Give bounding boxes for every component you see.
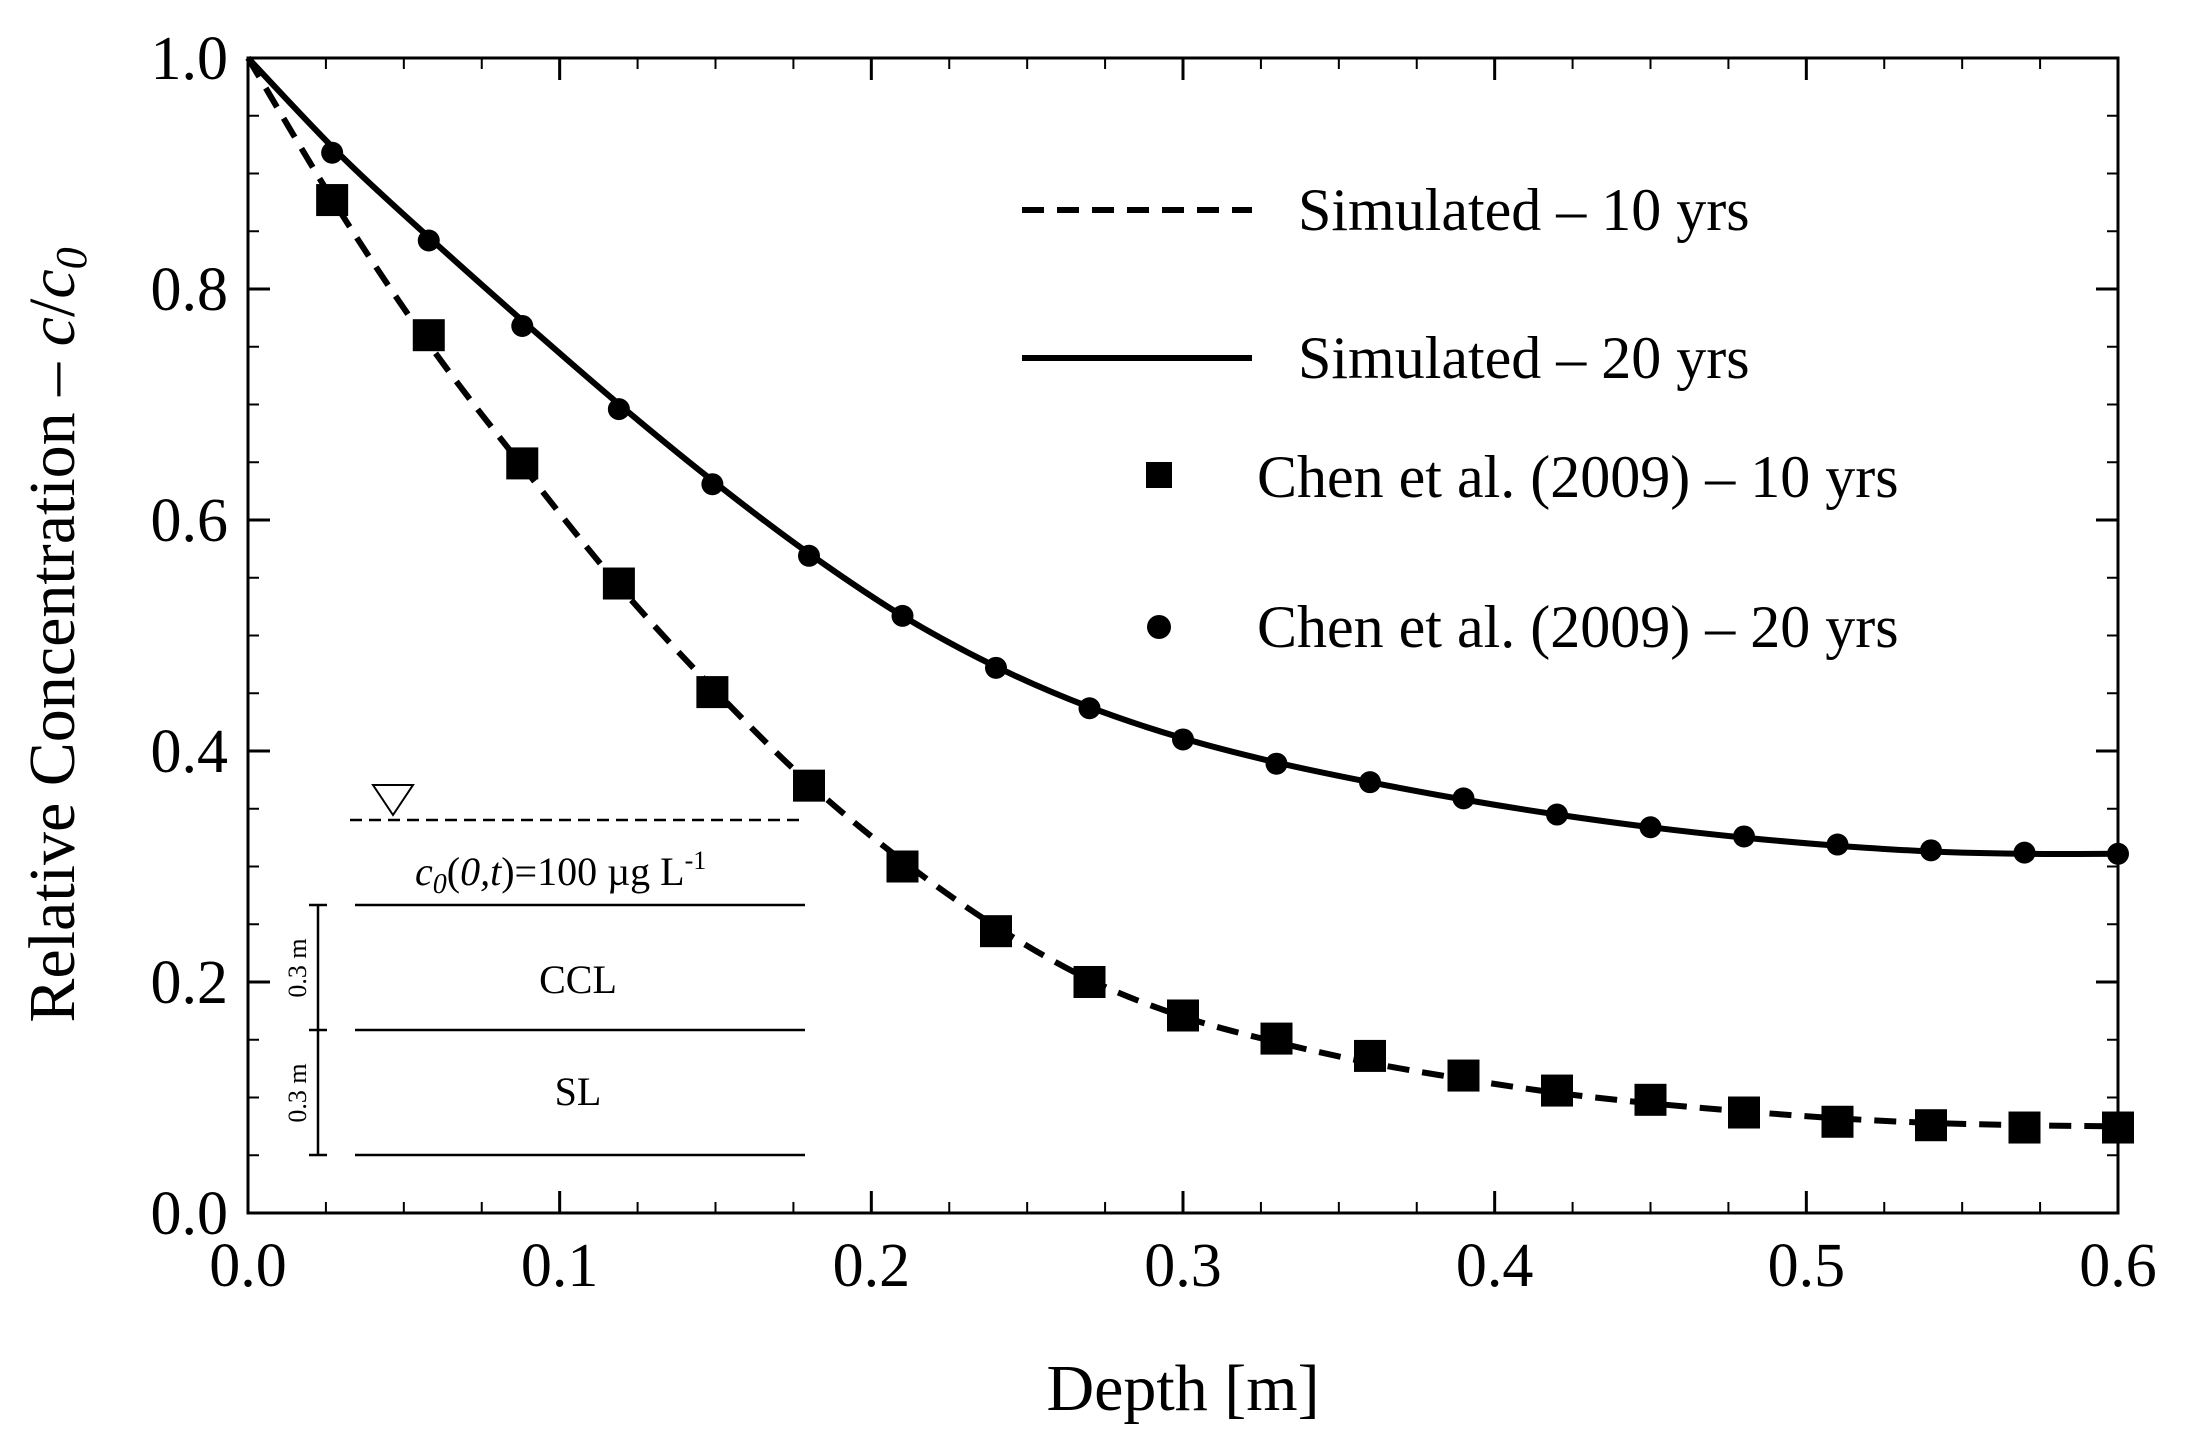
x-tick-label: 0.3 [1144, 1232, 1222, 1300]
axis-ticks [246, 56, 2120, 1215]
square-point [1167, 999, 1199, 1032]
circle-point [798, 544, 820, 567]
y-tick-label: 0.0 [151, 1180, 229, 1248]
circle-point [1172, 728, 1194, 751]
x-tick-label: 0.6 [2079, 1232, 2157, 1300]
y-axis-title-slash: / [16, 298, 89, 317]
y-tick-label: 0.6 [151, 487, 229, 555]
water-table-triangle [371, 784, 415, 817]
y-axis-title-c0-subscript: 0 [47, 247, 96, 269]
square-point [1728, 1096, 1760, 1129]
x-axis-title: Depth [m] [1046, 1352, 1319, 1425]
circle-point [1452, 787, 1475, 810]
inset-source-value: =100 µg L [515, 849, 685, 894]
square-point [886, 850, 919, 883]
legend-label-simulated-20: Simulated – 20 yrs [1298, 325, 1750, 391]
legend-swatch-chen-20 [1147, 615, 1171, 639]
x-tick-label: 0.1 [521, 1232, 599, 1300]
square-point [1541, 1074, 1573, 1107]
circle-point [1265, 752, 1288, 775]
square-point [1073, 966, 1106, 998]
inset-source-close: ) [501, 849, 514, 894]
inset-source-exp: -1 [685, 846, 707, 875]
circle-point [1546, 803, 1568, 826]
legend: Simulated – 10 yrs Simulated – 20 yrs Ch… [1022, 177, 1899, 660]
square-point [602, 567, 635, 600]
circle-point [511, 314, 534, 337]
x-tick-label: 0.2 [833, 1232, 911, 1300]
square-point [1447, 1059, 1480, 1092]
circle-point [1826, 833, 1849, 856]
y-tick-labels: 0.0 0.2 0.4 0.6 0.8 1.0 [151, 25, 229, 1248]
inset-source-c: c [415, 849, 433, 894]
x-tick-labels: 0.0 0.1 0.2 0.3 0.4 0.5 0.6 [209, 1232, 2157, 1300]
y-tick-label: 0.2 [151, 949, 229, 1017]
thickness-label-ccl: 0.3 m [283, 938, 312, 997]
circle-point [2013, 841, 2036, 864]
legend-label-simulated-10: Simulated – 10 yrs [1298, 177, 1750, 243]
inset-source-label: c0(0,t)=100 µg L-1 [415, 846, 706, 900]
thickness-label-sl: 0.3 m [283, 1063, 312, 1122]
circle-point [1359, 771, 1381, 794]
layer-ccl-label: CCL [539, 957, 617, 1002]
legend-label-chen-10: Chen et al. (2009) – 10 yrs [1257, 444, 1899, 510]
y-tick-label: 1.0 [151, 25, 229, 93]
circle-point [1920, 839, 1942, 862]
inset-schematic: c0(0,t)=100 µg L-1 CCL SL 0.3 m 0.3 m [283, 784, 805, 1157]
circle-point [891, 604, 914, 627]
x-tick-label: 0.5 [1768, 1232, 1846, 1300]
circle-point [1078, 697, 1101, 720]
square-point [2008, 1111, 2041, 1144]
square-point [696, 676, 729, 709]
y-axis-title-c: c [16, 317, 89, 346]
circle-point [607, 398, 630, 421]
square-point [1915, 1109, 1947, 1142]
circle-point [1639, 816, 1662, 839]
square-point [1821, 1105, 1854, 1138]
square-point [506, 447, 539, 480]
square-point [980, 915, 1012, 948]
circle-point [1733, 825, 1755, 848]
square-point [793, 769, 825, 802]
y-tick-label: 0.4 [151, 718, 229, 786]
circle-point [321, 141, 344, 164]
inset-source-args: 0,t [460, 849, 502, 894]
series-layer [245, 55, 2134, 1144]
square-point [1634, 1083, 1667, 1116]
circle-point [701, 473, 724, 496]
square-point [1260, 1022, 1293, 1055]
circle-point [417, 229, 440, 252]
x-tick-label: 0.0 [209, 1232, 287, 1300]
inset-source-open: ( [447, 849, 460, 894]
y-axis-title-main: Relative Concentration – [16, 346, 89, 1022]
x-tick-label: 0.4 [1456, 1232, 1534, 1300]
y-axis-title: Relative Concentration – c/c0 [16, 247, 96, 1022]
legend-label-chen-20: Chen et al. (2009) – 20 yrs [1257, 594, 1899, 660]
legend-swatch-chen-10 [1146, 462, 1172, 488]
square-point [1354, 1039, 1386, 1072]
y-axis-title-c0: c [16, 269, 89, 298]
layer-sl-label: SL [555, 1069, 602, 1114]
square-point [316, 184, 349, 217]
circle-point [985, 656, 1007, 679]
circle-point [2107, 842, 2129, 865]
square-point [412, 319, 445, 352]
square-point [2102, 1111, 2134, 1144]
y-tick-label: 0.8 [151, 256, 229, 324]
inset-source-sub: 0 [433, 869, 447, 900]
